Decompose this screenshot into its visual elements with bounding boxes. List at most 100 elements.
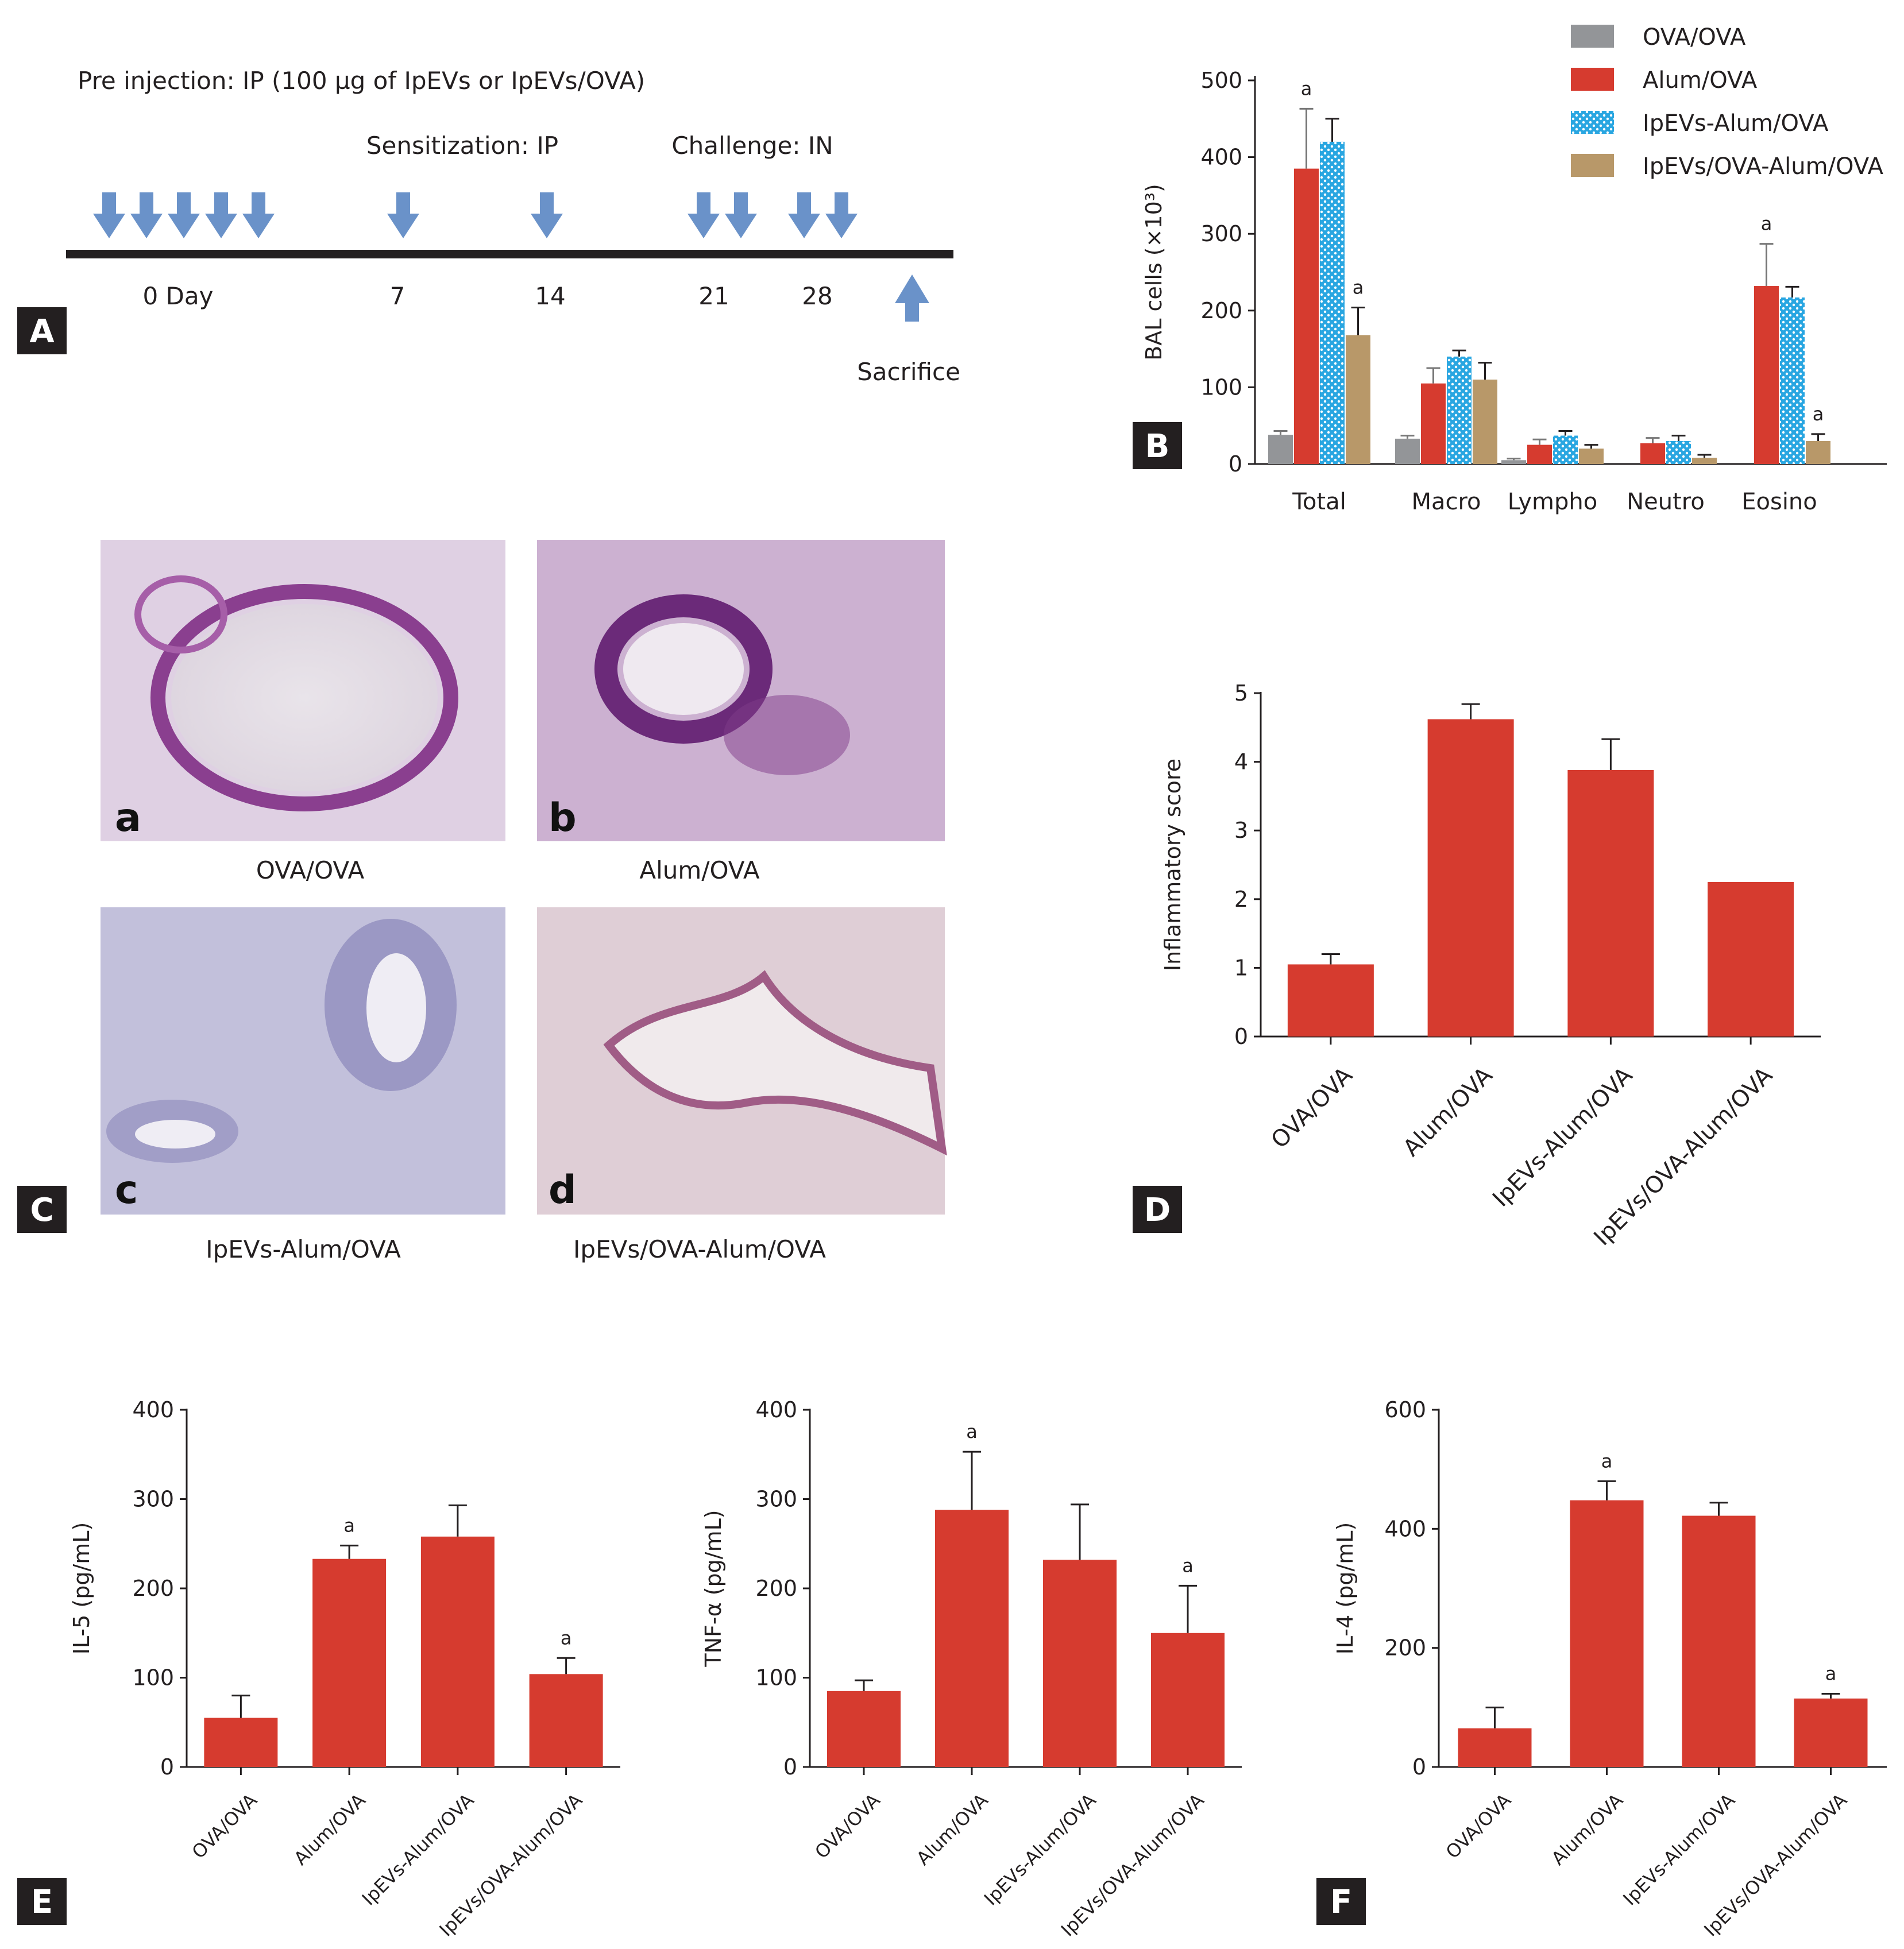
panel-label-e: E — [31, 1884, 53, 1921]
il4-xtick-label-alum-ova: Alum/OVA — [1547, 1789, 1628, 1870]
panel-label-c: C — [30, 1192, 53, 1229]
bal-bar-lympho-ipevs-ova-alum-ova — [1579, 448, 1604, 464]
bal-ytick-label: 200 — [1200, 298, 1242, 323]
panel-f-il4: 0 200 400 600 IL-4 (pg/mL) OVA/OVA a Alum/OVAIp… — [1316, 1397, 1887, 1941]
bal-bar-eosino-ipevs-alum-ova — [1780, 297, 1805, 464]
tnf-significance-mark: a — [966, 1421, 978, 1443]
il4-bar-ipevs-alum-ova — [1682, 1515, 1756, 1767]
bal-bar-eosino-ipevs-ova-alum-ova — [1806, 440, 1830, 464]
bal-cells-chart: 0 100 200 300 400 500 BAL cells (×10³) a a Total M… — [1141, 68, 1887, 515]
tnf-ytick-label: 0 — [783, 1754, 797, 1780]
challenge-label: Challenge: IN — [671, 132, 833, 160]
pre-injection-label: Pre injection: IP (100 µg of IpEVs or Ip… — [78, 67, 645, 95]
panel-d-inflammatory-score: 0 1 2 3 4 5 Inflammatory score OVA/OVA Alum/OVAI… — [1133, 680, 1821, 1251]
il4-bar-ipevs-ova-alum-ova — [1794, 1698, 1868, 1767]
down-arrow-10 — [788, 192, 820, 238]
score-xtick-label-ova-ova: OVA/OVA — [1266, 1062, 1358, 1154]
bal-y-axis-label: BAL cells (×10³) — [1141, 184, 1167, 361]
micrograph-a — [101, 540, 505, 841]
down-arrow-2 — [130, 192, 163, 238]
bal-bar-total-alum-ova — [1294, 168, 1319, 464]
legend-label-ipevs-alum-ova: IpEVs-Alum/OVA — [1643, 110, 1829, 137]
panel-label-a-box — [17, 307, 67, 354]
legend-swatch-ipevs-ova-alum-ova — [1571, 154, 1614, 177]
bal-bar-macro-ova-ova — [1395, 438, 1420, 464]
inflammatory-score-chart: 0 1 2 3 4 5 Inflammatory score OVA/OVA Alum/OVAI… — [1160, 680, 1821, 1251]
bal-bar-lympho-ova-ova — [1501, 460, 1526, 464]
bal-bar-neutro-alum-ova — [1640, 443, 1665, 464]
tnf-bar-ova-ova — [827, 1691, 901, 1767]
bal-category-label-lympho: Lympho — [1508, 489, 1597, 515]
panel-label-e-box — [17, 1878, 67, 1925]
score-bar-ipevs-ova-alum-ova — [1708, 881, 1794, 1037]
bal-category-label-macro: Macro — [1411, 489, 1481, 515]
bal-significance-mark: a — [1353, 276, 1364, 298]
score-xtick-label-ipevs-alum-ova: IpEVs-Alum/OVA — [1488, 1062, 1638, 1212]
sensitization-label: Sensitization: IP — [366, 132, 558, 160]
bal-bar-lympho-alum-ova — [1527, 444, 1552, 464]
bal-bar-total-ipevs-ova-alum-ova — [1346, 335, 1370, 464]
score-ytick-label: 1 — [1234, 955, 1248, 980]
il4-ytick-label: 400 — [1384, 1516, 1426, 1541]
score-bar-alum-ova — [1427, 719, 1514, 1037]
bal-bar-neutro-ipevs-alum-ova — [1666, 440, 1691, 464]
il5-ytick-label: 400 — [132, 1397, 174, 1422]
tnf-bar-alum-ova — [935, 1510, 1009, 1767]
down-arrow-8 — [688, 192, 720, 238]
down-arrow-6 — [387, 192, 419, 238]
bal-bar-lympho-ipevs-alum-ova — [1553, 435, 1578, 464]
tnf-alpha-chart: 0 100 200 300 400 TNF-α (pg/mL) OVA/OVA a Alum/O… — [701, 1397, 1242, 1941]
tnf-ytick-label: 400 — [755, 1397, 797, 1422]
micrograph-caption-a: OVA/OVA — [256, 856, 365, 884]
legend-swatch-ova-ova — [1571, 25, 1614, 48]
day-label-28: 28 — [802, 282, 832, 310]
panel-label-a: A — [29, 313, 55, 350]
bal-bar-macro-ipevs-ova-alum-ova — [1473, 380, 1497, 464]
tnf-ytick-label: 100 — [755, 1665, 797, 1691]
bal-ytick-label: 300 — [1200, 221, 1242, 246]
down-arrow-7 — [531, 192, 563, 238]
day-label-14: 14 — [535, 282, 565, 310]
legend-label-alum-ova: Alum/OVA — [1643, 67, 1758, 94]
score-ytick-label: 5 — [1234, 680, 1248, 706]
micrograph-d — [537, 907, 947, 1215]
il4-ytick-label: 200 — [1384, 1635, 1426, 1661]
il4-bar-ova-ova — [1458, 1728, 1532, 1767]
bal-bar-total-ipevs-alum-ova — [1320, 141, 1345, 464]
micrograph-letter-c: c — [115, 1167, 138, 1213]
score-bar-ipevs-alum-ova — [1567, 769, 1654, 1037]
tnf-significance-mark: a — [1182, 1554, 1194, 1576]
il4-ytick-label: 600 — [1384, 1397, 1426, 1422]
bal-category-label-total: Total — [1292, 489, 1346, 515]
legend-swatch-alum-ova — [1571, 68, 1614, 91]
micrograph-caption-c: IpEVs-Alum/OVA — [206, 1235, 401, 1263]
micrograph-b — [537, 540, 945, 841]
down-arrow-11 — [825, 192, 858, 238]
panel-label-b-box — [1133, 422, 1182, 469]
il5-xtick-label-ipevs-alum-ova: IpEVs-Alum/OVA — [358, 1789, 478, 1910]
bal-ytick-label: 400 — [1200, 145, 1242, 170]
score-ytick-label: 0 — [1234, 1024, 1248, 1049]
il5-bar-ipevs-ova-alum-ova — [529, 1674, 603, 1767]
score-ytick-label: 3 — [1234, 818, 1248, 843]
tnf-xtick-label-ipevs-alum-ova: IpEVs-Alum/OVA — [980, 1789, 1100, 1910]
il4-bar-alum-ova — [1570, 1500, 1644, 1767]
bal-bar-neutro-ipevs-ova-alum-ova — [1692, 458, 1717, 464]
il5-bar-ova-ova — [204, 1718, 278, 1767]
panel-label-f-box — [1316, 1878, 1366, 1925]
bal-category-label-eosino: Eosino — [1741, 489, 1817, 515]
day-label-0: 0 Day — [142, 282, 213, 310]
panel-b-bal-cells: 0 100 200 300 400 500 BAL cells (×10³) a a Total M… — [1133, 24, 1887, 515]
tnf-bar-ipevs-ova-alum-ova — [1151, 1633, 1225, 1767]
day-label-21: 21 — [698, 282, 729, 310]
il5-xtick-label-alum-ova: Alum/OVA — [289, 1789, 370, 1870]
il5-ytick-label: 100 — [132, 1665, 174, 1691]
panel-label-d-box — [1133, 1186, 1182, 1233]
down-arrow-1 — [93, 192, 125, 238]
bal-bar-total-ova-ova — [1268, 435, 1293, 464]
down-arrow-5 — [242, 192, 275, 238]
panel-label-b: B — [1145, 428, 1170, 465]
bal-cells-legend: OVA/OVA Alum/OVA IpEVs-Alum/OVA IpEVs/OVA-A… — [1571, 24, 1884, 180]
panel-label-f: F — [1330, 1884, 1352, 1921]
